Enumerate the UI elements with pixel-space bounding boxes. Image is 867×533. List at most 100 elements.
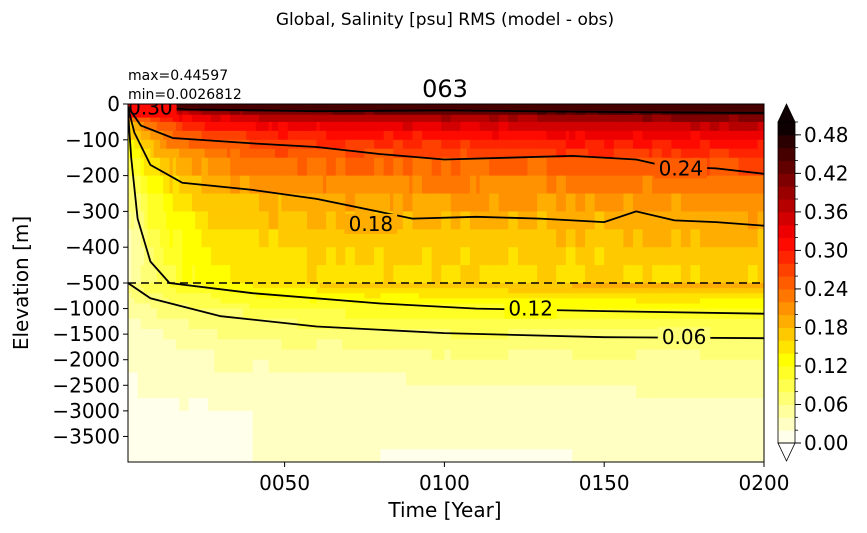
heatmap-cell (239, 359, 244, 374)
heatmap-cell (358, 139, 362, 150)
heatmap-cell (335, 449, 340, 462)
heatmap-cell (581, 298, 586, 305)
heatmap-cell (243, 423, 247, 438)
heatmap-cell (358, 288, 362, 294)
heatmap-cell (281, 339, 286, 351)
heatmap-cell (572, 410, 577, 425)
heatmap-cell (473, 339, 477, 351)
heatmap-cell (402, 308, 407, 320)
heatmap-cell (447, 148, 452, 159)
heatmap-cell (265, 423, 270, 438)
heatmap-cell (128, 298, 132, 305)
heatmap-cell (284, 193, 289, 212)
heatmap-cell (284, 385, 289, 399)
heatmap-cell (316, 107, 321, 112)
heatmap-cell (252, 104, 257, 109)
heatmap-cell (271, 449, 276, 462)
heatmap-cell (457, 114, 461, 123)
heatmap-cell (425, 139, 430, 150)
heatmap-cell (262, 265, 267, 284)
heatmap-cell (297, 193, 302, 212)
heatmap-cell (524, 229, 529, 248)
heatmap-cell (287, 410, 292, 425)
heatmap-cell (495, 211, 500, 230)
heatmap-cell (262, 410, 267, 425)
heatmap-cell (377, 157, 382, 177)
heatmap-cell (463, 107, 468, 112)
heatmap-cell (546, 423, 551, 438)
heatmap-cell (406, 449, 410, 462)
heatmap-cell (508, 339, 513, 351)
heatmap-cell (364, 121, 369, 132)
heatmap-cell (313, 288, 318, 294)
heatmap-cell (444, 157, 449, 177)
heatmap-cell (188, 318, 193, 330)
heatmap-cell (498, 247, 503, 266)
heatmap-cell (220, 265, 225, 284)
heatmap-cell (597, 107, 602, 112)
heatmap-cell (374, 398, 378, 412)
heatmap-cell (223, 139, 228, 150)
heatmap-cell (495, 193, 500, 212)
heatmap-cell (278, 211, 283, 230)
heatmap-cell (252, 111, 257, 116)
heatmap-cell (175, 372, 180, 386)
heatmap-cell (140, 247, 145, 266)
heatmap-cell (370, 449, 375, 462)
heatmap-cell (134, 372, 139, 386)
heatmap-cell (294, 104, 298, 109)
heatmap-cell (396, 175, 401, 195)
heatmap-cell (572, 318, 577, 330)
heatmap-cell (501, 423, 506, 438)
heatmap-cell (453, 298, 458, 305)
heatmap-cell (521, 211, 525, 230)
heatmap-cell (166, 329, 171, 340)
heatmap-cell (517, 436, 522, 450)
heatmap-cell (306, 283, 311, 289)
heatmap-cell (438, 288, 442, 294)
heatmap-cell (431, 385, 436, 399)
heatmap-cell (473, 107, 477, 112)
heatmap-cell (597, 175, 602, 195)
heatmap-cell (361, 175, 366, 195)
heatmap-cell (319, 349, 324, 361)
heatmap-cell (565, 139, 570, 150)
heatmap-cell (575, 423, 580, 438)
heatmap-cell (169, 175, 174, 195)
heatmap-cell (319, 211, 324, 230)
heatmap-cell (543, 211, 548, 230)
heatmap-cell (294, 114, 298, 123)
heatmap-cell (418, 111, 423, 116)
heatmap-cell (204, 308, 209, 320)
heatmap-cell (364, 283, 369, 289)
heatmap-cell (511, 318, 516, 330)
heatmap-cell (182, 349, 187, 361)
heatmap-cell (450, 303, 455, 310)
heatmap-cell (469, 107, 474, 112)
heatmap-cell (418, 372, 423, 386)
heatmap-cell (594, 247, 599, 266)
heatmap-cell (533, 339, 538, 351)
heatmap-cell (214, 175, 219, 195)
heatmap-cell (418, 318, 423, 330)
heatmap-cell (505, 130, 509, 141)
heatmap-cell (540, 148, 545, 159)
heatmap-cell (198, 148, 203, 159)
heatmap-cell (303, 211, 308, 230)
heatmap-cell (322, 139, 327, 150)
heatmap-cell (607, 111, 612, 116)
heatmap-cell (335, 111, 340, 116)
heatmap-cell (399, 193, 404, 212)
heatmap-cell (233, 423, 238, 438)
heatmap-cell (514, 107, 519, 112)
heatmap-cell (597, 265, 602, 284)
heatmap-cell (163, 148, 167, 159)
heatmap-cell (329, 298, 334, 305)
heatmap-cell (361, 130, 366, 141)
heatmap-cell (246, 398, 251, 412)
heatmap-cell (150, 349, 155, 361)
heatmap-cell (169, 193, 174, 212)
heatmap-cell (588, 148, 593, 159)
heatmap-cell (533, 114, 538, 123)
heatmap-cell (489, 359, 493, 374)
